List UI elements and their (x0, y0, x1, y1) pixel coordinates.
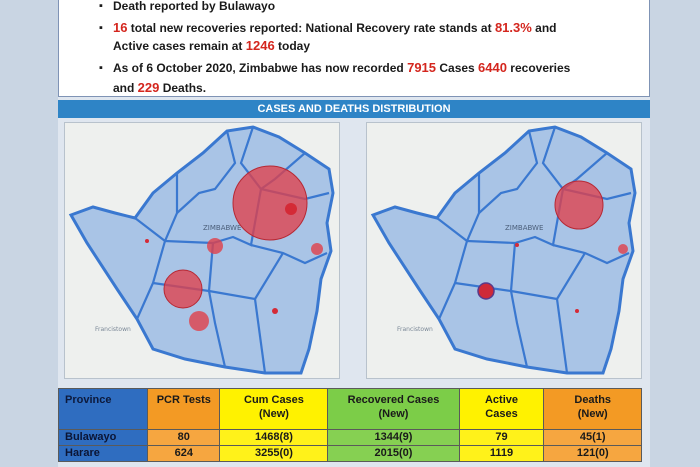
cases-map-graphic: ZIMBABWE Francistown (68, 125, 335, 375)
country-label: ZIMBABWE (505, 224, 543, 232)
col-recovered: Recovered Cases (New) (327, 388, 460, 430)
deaths-map-graphic: ZIMBABWE Francistown (370, 125, 637, 375)
table-row: Harare 624 3255(0) 2015(0) 1119 121(0) (57, 445, 642, 462)
bubble-masvingo (575, 309, 579, 313)
active-cases-count: 1246 (245, 38, 275, 53)
new-recoveries-count: 16 (113, 20, 128, 35)
bubble-mashonaland-east (285, 203, 297, 215)
deaths-map: ZIMBABWE Francistown (366, 122, 642, 379)
cases-map: ZIMBABWE Francistown (64, 122, 340, 379)
bubble-manicaland (618, 244, 628, 254)
col-pcr-tests: PCR Tests (147, 388, 221, 430)
bullet-deaths: and 229 Deaths. (113, 80, 207, 95)
col-cum-cases: Cum Cases (New) (219, 388, 329, 430)
country-label: ZIMBABWE (203, 224, 241, 232)
bullet-recoveries: 16 total new recoveries reported: Nation… (99, 18, 633, 38)
section-banner: CASES AND DEATHS DISTRIBUTION (58, 100, 650, 118)
col-province: Province (57, 388, 149, 430)
death-bubbles (477, 180, 628, 313)
bubble-midlands (515, 243, 519, 247)
bubble-matabeleland-south (189, 311, 209, 331)
recovery-rate: 81.3% (494, 20, 532, 35)
bubble-harare (554, 180, 604, 230)
col-deaths: Deaths (New) (543, 388, 642, 430)
bubble-midlands (207, 238, 223, 254)
bubble-bulawayo (477, 282, 495, 300)
bubble-masvingo (272, 308, 278, 314)
bullet-totals: As of 6 October 2020, Zimbabwe has now r… (99, 58, 633, 78)
summary-bullets: Death reported by Bulawayo 16 total new … (58, 0, 650, 97)
table-header-row: Province PCR Tests Cum Cases (New) Recove… (57, 388, 642, 430)
table-row: Bulawayo 80 1468(8) 1344(9) 79 45(1) (57, 429, 642, 446)
col-active: Active Cases (458, 388, 545, 430)
total-cases: 7915 (407, 60, 437, 75)
bubble-harare (232, 165, 308, 241)
case-bubbles (145, 165, 323, 331)
bubble-manicaland (311, 243, 323, 255)
town-label: Francistown (397, 326, 433, 333)
report-page: Death reported by Bulawayo 16 total new … (57, 0, 650, 467)
province-table: Province PCR Tests Cum Cases (New) Recove… (57, 388, 642, 462)
bullet-active-cases: Active cases remain at 1246 today (113, 38, 311, 53)
bubble-bulawayo (163, 269, 203, 309)
town-label: Francistown (95, 326, 131, 333)
bullet-death-reported: Death reported by Bulawayo (99, 0, 633, 16)
total-recoveries: 6440 (478, 60, 507, 75)
province-borders (436, 126, 632, 374)
total-deaths: 229 (137, 80, 160, 95)
bubble-matabeleland-north (145, 239, 149, 243)
